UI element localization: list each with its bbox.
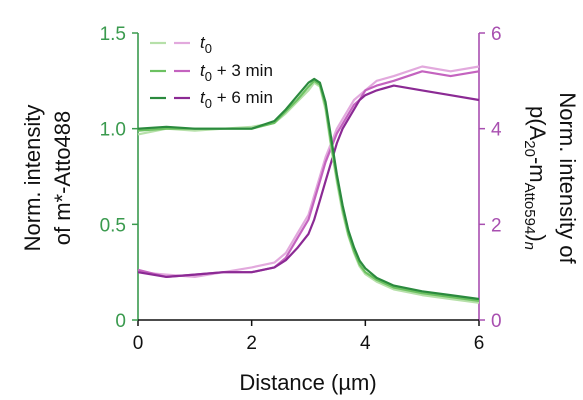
right-y-title-sub-20: 20 [521,140,538,157]
purple-series-line-0 [137,65,480,278]
legend: t0 t0 + 3 min t0 + 6 min [150,33,273,111]
x-tick-label-3: 6 [474,333,485,354]
right-y-tick-label-2: 4 [491,120,502,141]
green-series-line-0 [137,81,480,304]
left-y-tick-label-1: 0.5 [100,215,126,236]
left-y-tick-label-2: 1.0 [100,120,126,141]
right-y-axis-title-line2: p(A20-mAtto594)n [521,106,550,250]
right-y-axis-title-line1: Norm. intensity of [555,92,580,264]
right-y-title-sub-atto: Atto594 [521,183,538,235]
right-y-tick-label-3: 6 [491,24,502,45]
series-group [137,65,480,304]
legend-label-2: t0 + 6 min [200,88,273,111]
x-tick-label-1: 2 [246,333,257,354]
green-series-line-1 [137,79,480,302]
x-tick-label-2: 4 [360,333,371,354]
right-y-title-close: ) [525,234,550,241]
purple-series-line-1 [137,70,480,278]
left-y-tick-label-3: 1.5 [100,24,126,45]
green-series-line-2 [137,77,480,301]
purple-series-line-2 [137,84,480,278]
right-y-axis-title: Norm. intensity of p(A20-mAtto594)n [521,92,580,264]
left-y-axis-title: Norm. intensity of m*-Atto488 [20,105,75,252]
left-y-axis-title-line1: Norm. intensity [20,105,45,252]
right-y-title-sub-n: n [521,242,538,250]
left-y-tick-label-0: 0 [115,311,126,332]
x-tick-label-0: 0 [133,333,144,354]
right-y-tick-label-1: 2 [491,215,502,236]
left-y-axis-title-line2: of m*-Atto488 [50,111,75,246]
right-y-tick-label-0: 0 [491,311,502,332]
right-y-title-part-m: -m [525,157,550,183]
legend-label-0: t0 [200,33,212,56]
legend-label-1: t0 + 3 min [200,61,273,84]
right-y-title-part-a: p(A [525,106,550,141]
x-axis-title: Distance (µm) [239,370,376,395]
